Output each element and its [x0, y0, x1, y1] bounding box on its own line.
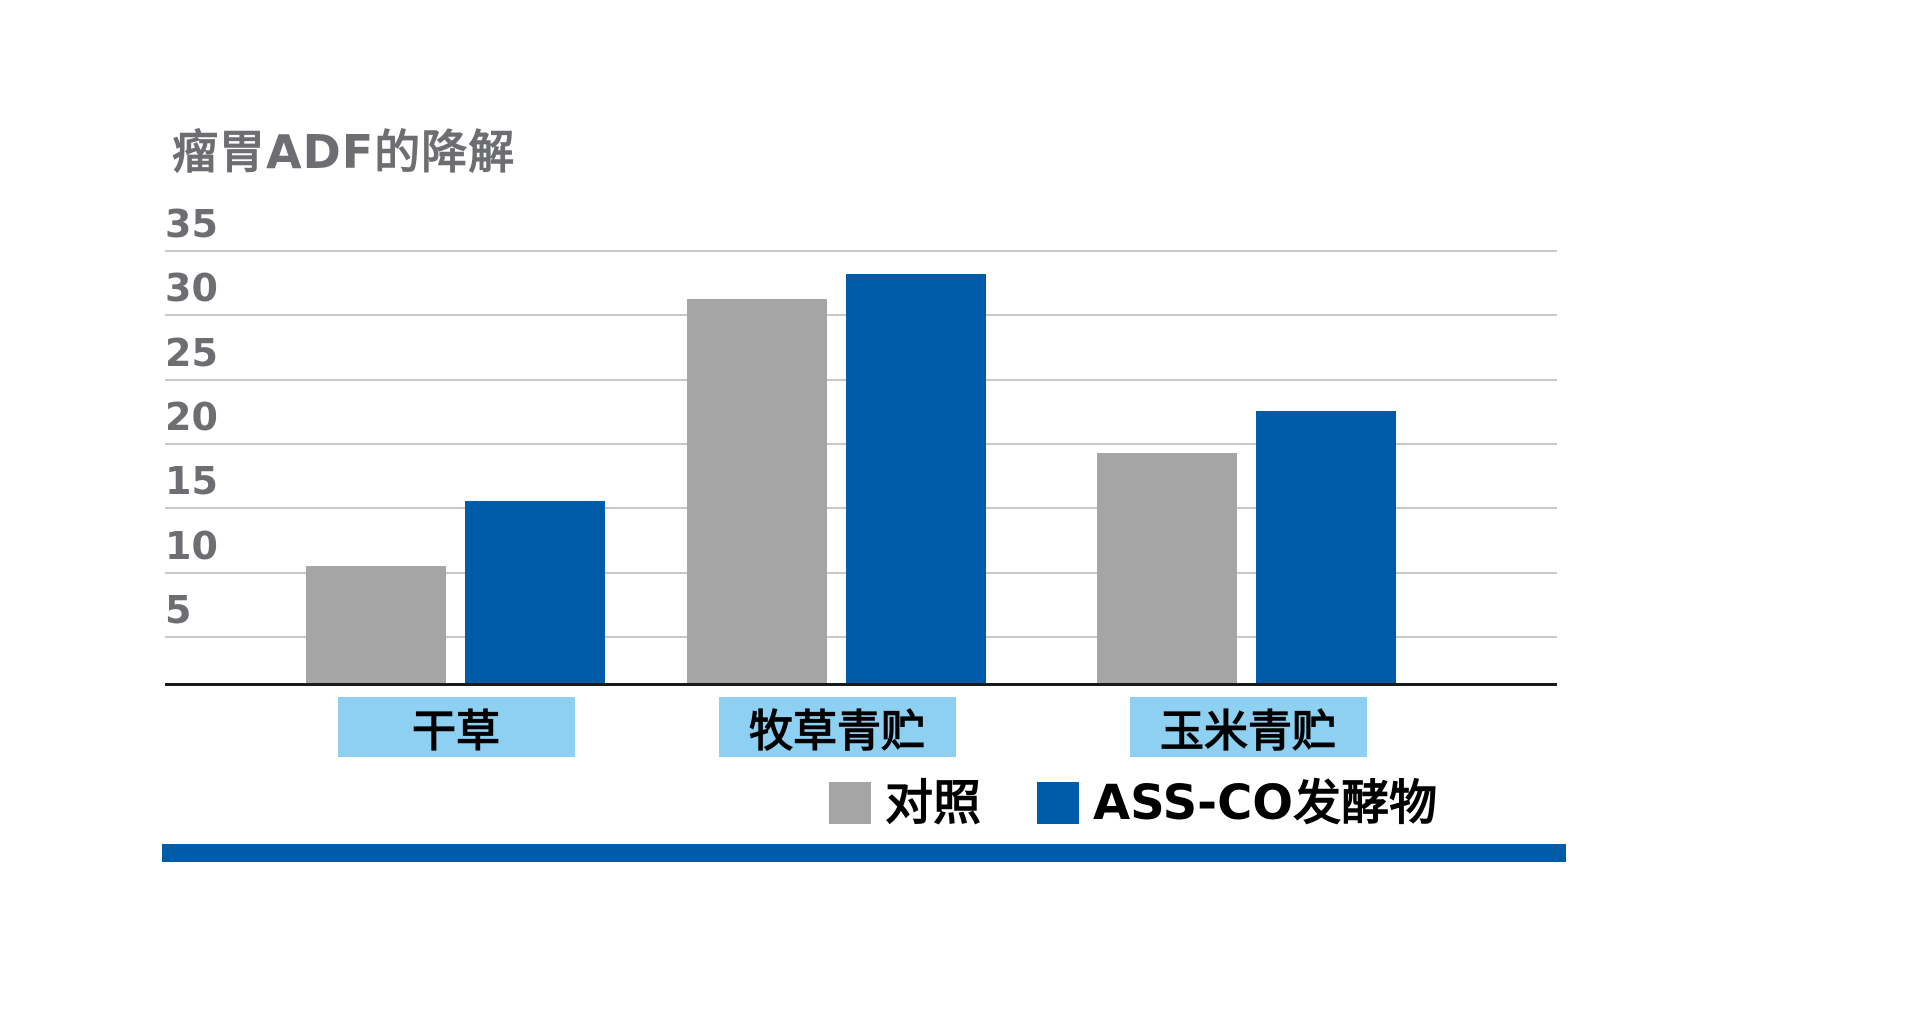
bar-玉米青贮-ASS-CO发酵物 — [1256, 410, 1396, 685]
y-tick-label-20: 20 — [165, 394, 218, 439]
x-axis-line — [165, 683, 1557, 686]
y-tick-label-35: 35 — [165, 202, 218, 246]
chart-title: 瘤胃ADF的降解 — [172, 125, 516, 179]
y-tick-label-5: 5 — [165, 587, 192, 632]
y-tick-label-15: 15 — [165, 459, 218, 504]
y-tick-label-25: 25 — [165, 330, 218, 375]
legend-swatch-对照 — [829, 782, 871, 824]
category-label-干草: 干草 — [337, 697, 575, 757]
legend-item-ASS-CO发酵物: ASS-CO发酵物 — [1037, 779, 1437, 827]
gridline-35 — [165, 250, 1557, 252]
bar-干草-ASS-CO发酵物 — [465, 500, 605, 685]
legend-item-对照: 对照 — [829, 779, 981, 827]
legend-swatch-ASS-CO发酵物 — [1037, 782, 1080, 824]
category-label-玉米青贮: 玉米青贮 — [1129, 697, 1367, 757]
legend-label-ASS-CO发酵物: ASS-CO发酵物 — [1093, 775, 1438, 831]
bar-牧草青贮-对照 — [687, 298, 827, 685]
bar-牧草青贮-ASS-CO发酵物 — [846, 274, 986, 685]
y-tick-label-30: 30 — [165, 266, 218, 311]
legend-label-对照: 对照 — [885, 775, 982, 831]
y-tick-label-10: 10 — [165, 523, 218, 568]
category-label-牧草青贮: 牧草青贮 — [718, 697, 956, 757]
bottom-accent-rule — [162, 844, 1566, 862]
bar-干草-对照 — [306, 566, 446, 685]
bar-玉米青贮-对照 — [1097, 452, 1237, 685]
legend: 对照 ASS-CO发酵物 — [829, 779, 1437, 827]
